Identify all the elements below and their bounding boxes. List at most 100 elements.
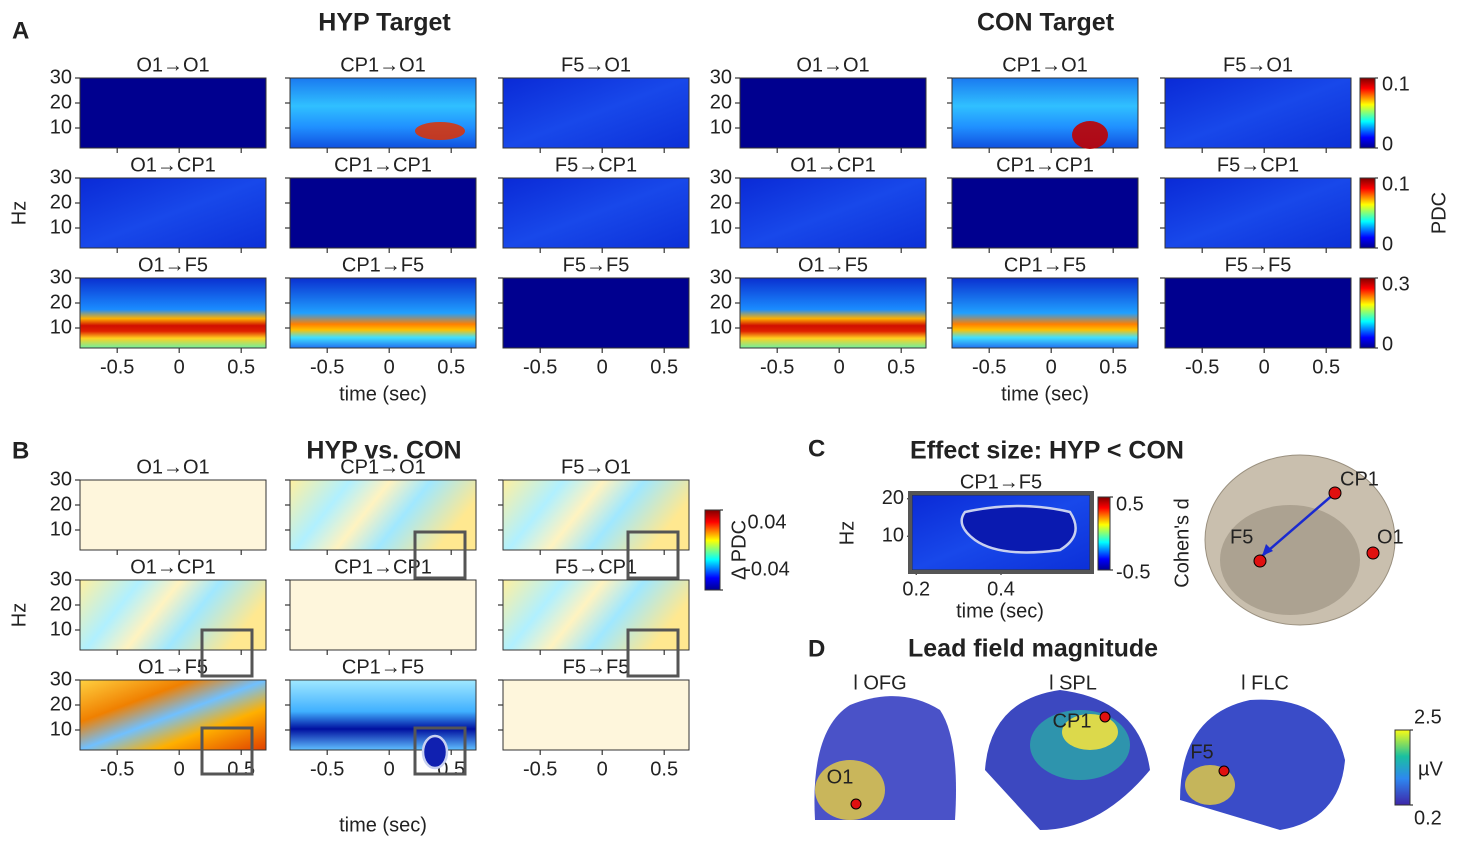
y-axis-label: Hz (8, 201, 30, 225)
x-tick-label: -0.5 (523, 758, 557, 780)
map-title: l OFG (853, 672, 906, 694)
colorbar-tick-label: 0.1 (1382, 73, 1410, 95)
electrode-label: CP1 (1053, 710, 1092, 732)
y-tick-label: 10 (50, 618, 72, 640)
x-tick-label: -0.5 (310, 356, 344, 378)
x-tick-label: 0.2 (902, 578, 930, 600)
x-tick-label: 0 (1259, 356, 1270, 378)
colorbar (1098, 497, 1110, 570)
subplot-title: F5→CP1 (1217, 154, 1299, 176)
colorbar-tick-label: 0.3 (1382, 273, 1410, 295)
y-tick-label: 20 (50, 493, 72, 515)
colorbar (1360, 278, 1375, 348)
y-tick-label: 30 (710, 166, 732, 188)
subplot-title: O1→O1 (136, 456, 209, 478)
x-tick-label: 0.5 (1312, 356, 1340, 378)
heatmap (80, 178, 266, 248)
y-tick-label: 10 (50, 116, 72, 138)
y-tick-label: 30 (50, 568, 72, 590)
colorbar (705, 510, 720, 590)
y-tick-label: 20 (710, 91, 732, 113)
subplot-title: F5→F5 (563, 254, 630, 276)
colorbar-tick-label: 0.2 (1414, 807, 1442, 829)
subplot-title: F5→F5 (1225, 254, 1292, 276)
colorbar-label: Cohen's d (1171, 498, 1193, 587)
x-tick-label: 0.5 (650, 758, 678, 780)
subplot-title: CP1→F5 (1004, 254, 1086, 276)
subplot-title: F5→O1 (561, 54, 631, 76)
electrode-label: F5 (1230, 526, 1253, 548)
y-tick-label: 20 (710, 291, 732, 313)
subplot-title: F5→CP1 (555, 154, 637, 176)
heatmap (290, 480, 476, 550)
heatmap (290, 580, 476, 650)
x-axis-label: time (sec) (339, 383, 427, 405)
map-title: l SPL (1049, 672, 1097, 694)
heatmap (740, 178, 926, 248)
group-title: HYP Target (318, 9, 451, 37)
x-tick-label: -0.5 (310, 758, 344, 780)
heatmap (1165, 78, 1351, 148)
heatmap (503, 178, 689, 248)
heatmap (1165, 278, 1351, 348)
x-tick-label: 0.5 (650, 356, 678, 378)
y-axis-label: Hz (8, 603, 30, 627)
x-tick-label: 0 (834, 356, 845, 378)
panel-label: A (12, 17, 29, 44)
y-tick-label: 30 (50, 668, 72, 690)
x-tick-label: 0.5 (1099, 356, 1127, 378)
subplot-title: F5→O1 (561, 456, 631, 478)
heatmap (80, 580, 266, 650)
y-tick-label: 30 (50, 166, 72, 188)
x-tick-label: 0 (174, 758, 185, 780)
subplot-title: CP1→O1 (340, 456, 426, 478)
y-tick-label: 20 (710, 191, 732, 213)
x-tick-label: -0.5 (760, 356, 794, 378)
y-tick-label: 10 (710, 216, 732, 238)
colorbar-label: PDC (1428, 192, 1450, 234)
subplot-title: O1→F5 (138, 656, 208, 678)
heatmap (503, 78, 689, 148)
heatmap (80, 480, 266, 550)
x-tick-label: 0.5 (887, 356, 915, 378)
y-tick-label: 10 (50, 718, 72, 740)
x-tick-label: -0.5 (972, 356, 1006, 378)
y-tick-label: 20 (50, 191, 72, 213)
colorbar-tick-label: 2.5 (1414, 706, 1442, 728)
figure: A HYP Target O1→O1 10 20 30 CP1→O1 F5→O1 O1→CP1 1… (0, 0, 1464, 845)
heatmap (80, 78, 266, 148)
x-axis-label: time (sec) (339, 814, 427, 836)
colorbar-tick-label: -0.5 (1116, 561, 1150, 583)
subplot-title: O1→CP1 (790, 154, 876, 176)
y-tick-label: 20 (50, 291, 72, 313)
y-tick-label: 10 (50, 216, 72, 238)
x-tick-label: 0 (174, 356, 185, 378)
electrode-label: O1 (827, 766, 854, 788)
x-axis-label: time (sec) (1001, 383, 1089, 405)
subplot-title: CP1→CP1 (334, 154, 432, 176)
panel-label: B (12, 437, 29, 464)
y-tick-label: 30 (50, 468, 72, 490)
electrode-label: CP1 (1340, 468, 1379, 490)
heatmap-feature (1072, 121, 1108, 149)
x-tick-label: 0 (384, 356, 395, 378)
x-tick-label: 0.4 (987, 578, 1015, 600)
heatmap (740, 278, 926, 348)
subplot-title: CP1→O1 (340, 54, 426, 76)
y-tick-label: 30 (710, 66, 732, 88)
heatmap (740, 78, 926, 148)
x-tick-label: 0 (384, 758, 395, 780)
y-tick-label: 10 (50, 316, 72, 338)
x-tick-label: -0.5 (1185, 356, 1219, 378)
subplot-title: CP1→CP1 (996, 154, 1094, 176)
y-tick-label: 10 (710, 116, 732, 138)
subplot-title: CP1→O1 (1002, 54, 1088, 76)
group-title: CON Target (977, 9, 1115, 37)
x-tick-label: 0 (597, 758, 608, 780)
colorbar-unit: µV (1418, 758, 1444, 780)
x-tick-label: -0.5 (523, 356, 557, 378)
subplot-title: O1→F5 (798, 254, 868, 276)
colorbar (1360, 78, 1375, 148)
heatmap (503, 580, 689, 650)
y-tick-label: 30 (710, 266, 732, 288)
